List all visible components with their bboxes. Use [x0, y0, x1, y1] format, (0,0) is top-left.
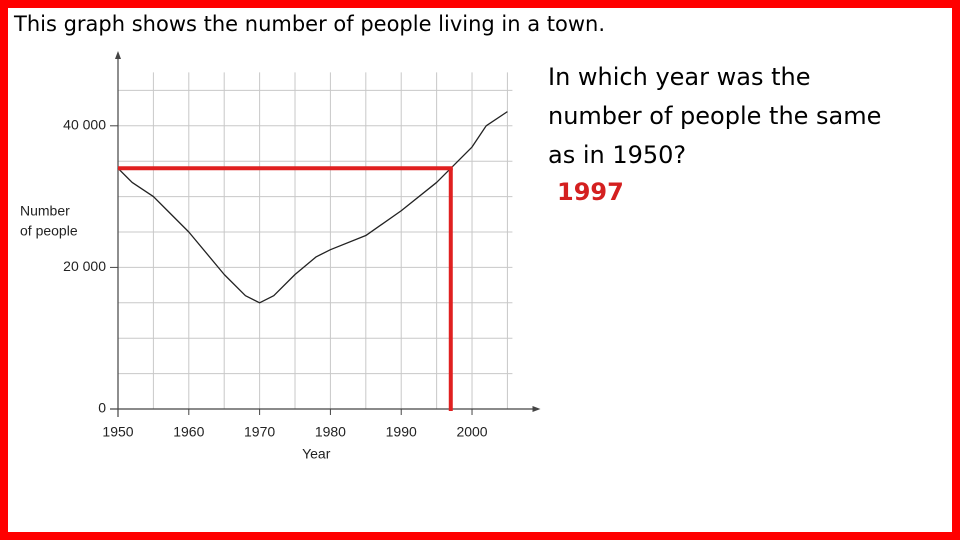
x-tick-label: 1950 — [102, 424, 133, 440]
y-axis-title: of people — [20, 223, 78, 239]
x-tick-label: 1990 — [386, 424, 417, 440]
chart: 1950 1960 1970 1980 1990 2000 0 20 000 40 000 Yea… — [20, 51, 541, 462]
answer: 1997 — [557, 178, 624, 206]
x-tick-label: 1980 — [315, 424, 346, 440]
y-axis-arrow — [115, 51, 121, 59]
x-axis-title: Year — [302, 446, 331, 462]
y-tick-label: 40 000 — [63, 117, 106, 133]
x-tick-label: 2000 — [456, 424, 487, 440]
question: In which year was the number of people th… — [548, 58, 881, 175]
x-axis-arrow — [532, 406, 541, 412]
y-tick-label: 20 000 — [63, 258, 106, 274]
x-tick-label: 1970 — [244, 424, 275, 440]
x-tick-label: 1960 — [173, 424, 204, 440]
y-tick-label: 0 — [98, 400, 106, 416]
heading: This graph shows the number of people li… — [14, 12, 606, 36]
question-line: as in 1950? — [548, 141, 687, 169]
question-line: number of people the same — [548, 102, 882, 130]
question-line: In which year was the — [548, 63, 811, 91]
y-axis-title: Number — [20, 203, 70, 219]
